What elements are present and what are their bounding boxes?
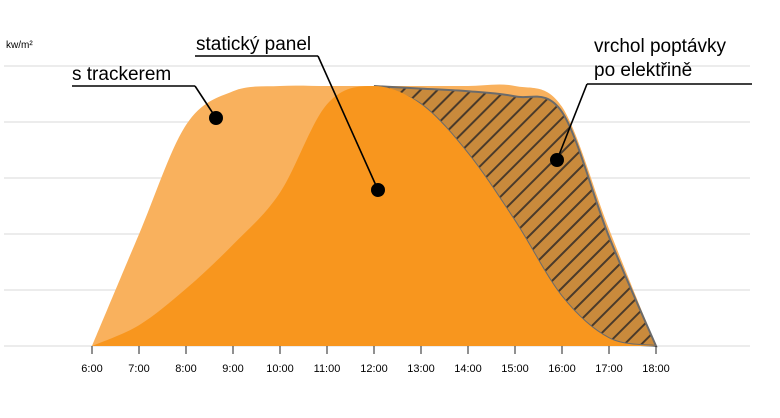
annotation-label-tracker: s trackerem [72,64,171,85]
annotation-dot-static [371,183,385,197]
series-area-static [92,86,656,346]
x-tick-label: 10:00 [266,363,294,375]
annotation-dot-peak [550,153,564,167]
annotation-leader-peak-diag [556,83,588,161]
annotation-label-static: statický panel [196,34,311,55]
x-tick-label: 8:00 [175,363,196,375]
x-tick-label: 11:00 [314,363,341,375]
x-tick-label: 18:00 [642,363,670,375]
annotations: s trackerem statický panel vrchol poptáv… [72,34,752,197]
x-axis: 6:00 7:00 8:00 9:00 10:00 11:00 12:00 13:00 14:0… [81,346,670,375]
x-tick-label: 7:00 [128,363,149,375]
x-tick-label: 17:00 [595,363,623,375]
x-tick-label: 16:00 [548,363,576,375]
series-areas [92,84,658,348]
x-tick-label: 6:00 [81,363,102,375]
x-tick-label: 15:00 [501,363,529,375]
y-axis-label: kw/m² [6,40,33,51]
x-tick-label: 9:00 [222,363,243,375]
annotation-label-peak-line1: vrchol poptávky [594,36,727,57]
x-tick-label: 12:00 [360,363,388,375]
x-tick-label: 13:00 [407,363,435,375]
annotation-leader-static-diag [317,55,379,191]
x-tick-label: 14:00 [454,363,482,375]
annotation-label-peak-line2: po elektřině [594,60,692,81]
annotation-dot-tracker [209,111,223,125]
